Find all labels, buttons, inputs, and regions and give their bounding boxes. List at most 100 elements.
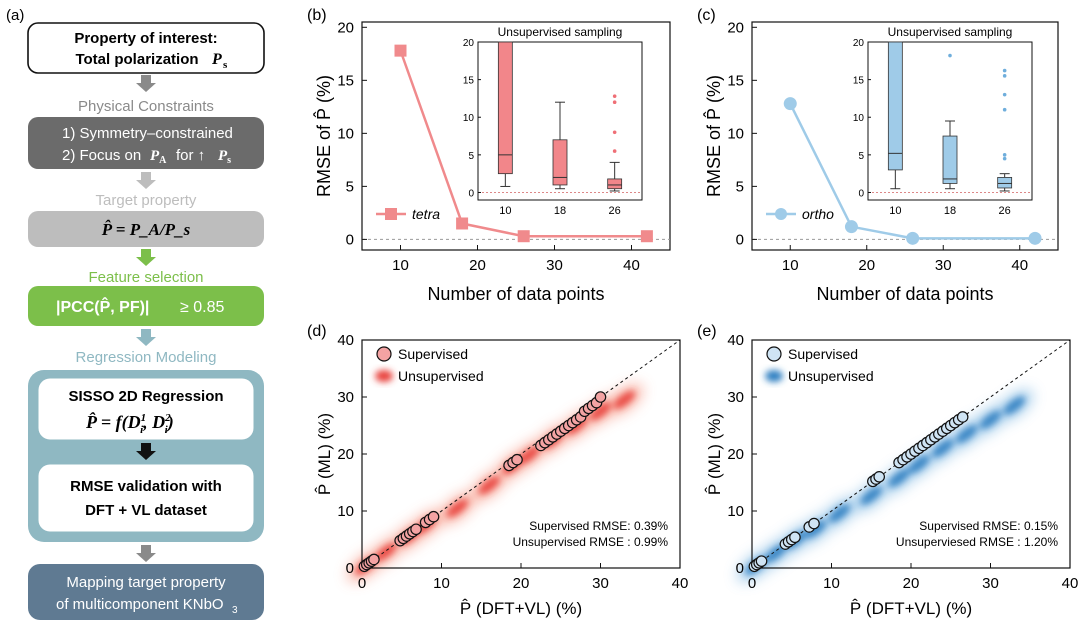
inset-outlier [1002,92,1007,97]
panel-label-a: (a) [6,7,24,24]
supervised-point [511,453,523,466]
inset-box [997,177,1013,189]
inset-title: Unsupervised sampling [498,25,623,39]
supervised-point [427,510,440,523]
y-tick-label: 0 [346,231,354,248]
section-physical-constraints: Physical Constraints [78,98,214,115]
data-point [456,217,469,230]
target-formula: P̂ = P_A/P_s [101,220,191,239]
supervised-point [789,531,801,544]
density-core-blob [375,543,397,561]
inset-outlier [948,53,952,58]
legend-marker [775,208,787,220]
density-core-blob [478,476,500,495]
arrow-2 [136,172,156,189]
y-tick-label: 20 [337,19,354,36]
legend-supervised-label: Supervised [788,346,858,362]
density-core-blob [804,520,827,539]
y-axis-label: RMSE of P̂ (%) [703,75,724,197]
density-core-blob [979,410,1002,429]
chart-panel-b: (b) 10 20 30 40 0 5 10 15 20 Number of data points… [307,7,671,304]
inset-outlier [612,130,617,135]
arrow-4 [136,329,156,346]
constraints-box [28,117,264,169]
inset-y-tick-label: 0 [468,188,474,199]
legend-supervised-label: Supervised [398,346,468,362]
arrow-5 [136,443,156,460]
y-tick-label: 40 [727,332,744,349]
density-core-blob [518,446,540,465]
x-axis-label: P̂ (DFT+VL) (%) [850,598,972,618]
y-tick-label: 10 [337,503,354,520]
constraint-1: 1) Symmetry–constrained [62,125,233,142]
rmse-annotation-unsupervised: Unsuperviesed RMSE : 1.20% [896,535,1058,549]
inset-y-tick-label: 15 [853,76,865,87]
density-core-blob [828,504,851,523]
panel-label: (e) [697,323,717,340]
parity-line [751,339,1071,569]
arrow-6 [136,545,156,562]
density-core-blob [613,390,636,409]
arrow-3 [136,249,156,266]
y-tick-label: 15 [337,72,354,89]
arrow-1 [136,75,156,92]
inset-y-tick-label: 10 [463,113,475,124]
data-point [1028,231,1042,245]
y-tick-label: 0 [736,231,744,248]
legend-unsupervised-marker [765,370,783,382]
inset-y-tick-label: 10 [853,113,865,124]
x-tick-label: 40 [623,257,640,274]
y-tick-label: 30 [727,389,744,406]
series-line [399,50,647,238]
plot-frame [361,21,671,251]
constraint-2: 2) Focus on [62,147,141,164]
rmse-annotation-supervised: Supervised RMSE: 0.15% [919,519,1058,533]
final-sub: 3 [232,605,238,616]
supervised-point [755,555,768,567]
legend-supervised-marker [376,346,392,362]
x-tick-label: 30 [592,575,609,592]
flowchart-panel: (a) Property of interest: Total polariza… [6,7,265,620]
inset-outlier [1002,74,1007,78]
y-tick-label: 10 [727,503,744,520]
legend-label: tetra [412,206,440,222]
series-line [789,103,1036,240]
supervised-point [808,517,820,530]
rmse-annotation-supervised: Supervised RMSE: 0.39% [529,519,668,533]
legend-unsupervised-marker-group [375,370,393,382]
y-tick-label: 5 [736,178,744,195]
panel-label: (d) [307,323,327,340]
supervised-point [956,411,969,423]
inset-outlier [1002,156,1007,161]
x-axis-label: Number of data points [816,284,993,304]
inset-x-tick-label: 26 [609,205,621,217]
final-line2: of multicomponent KNbO [56,596,224,613]
x-axis-label: P̂ (DFT+VL) (%) [460,598,582,618]
data-point [394,44,407,57]
target-box [28,211,264,247]
inset-x-tick-label: 10 [499,205,511,217]
density-core-blob [589,402,612,421]
property-symbol: P [211,51,222,68]
inset-box [552,139,568,186]
data-point [640,230,653,243]
sisso-box [37,377,255,441]
sisso-title: SISSO 2D Regression [68,388,223,405]
inset-box [607,178,623,190]
y-tick-label: 0 [736,560,744,577]
property-line2: Total polarization [75,51,198,68]
supervised-point [594,391,607,403]
sisso-formula: P̂ = f(D1 i, D2 i) [85,412,174,436]
chart-panel-d: (d) 0 10 20 30 40 0 10 20 30 40 P̂ (DFT+VL) (%) P̂ (… [307,323,688,618]
inset-box [942,135,958,184]
inset-box [887,41,903,171]
legend-label: ortho [802,206,834,222]
inset-outlier [1002,68,1007,73]
legend-unsupervised-marker-group [765,370,783,382]
y-tick-label: 10 [727,125,744,142]
legend-unsupervised-label: Unsupervised [398,368,484,384]
density-core-blob [1003,396,1026,415]
density-core-blob [908,455,930,474]
rmse-line1: RMSE validation with [70,478,222,495]
